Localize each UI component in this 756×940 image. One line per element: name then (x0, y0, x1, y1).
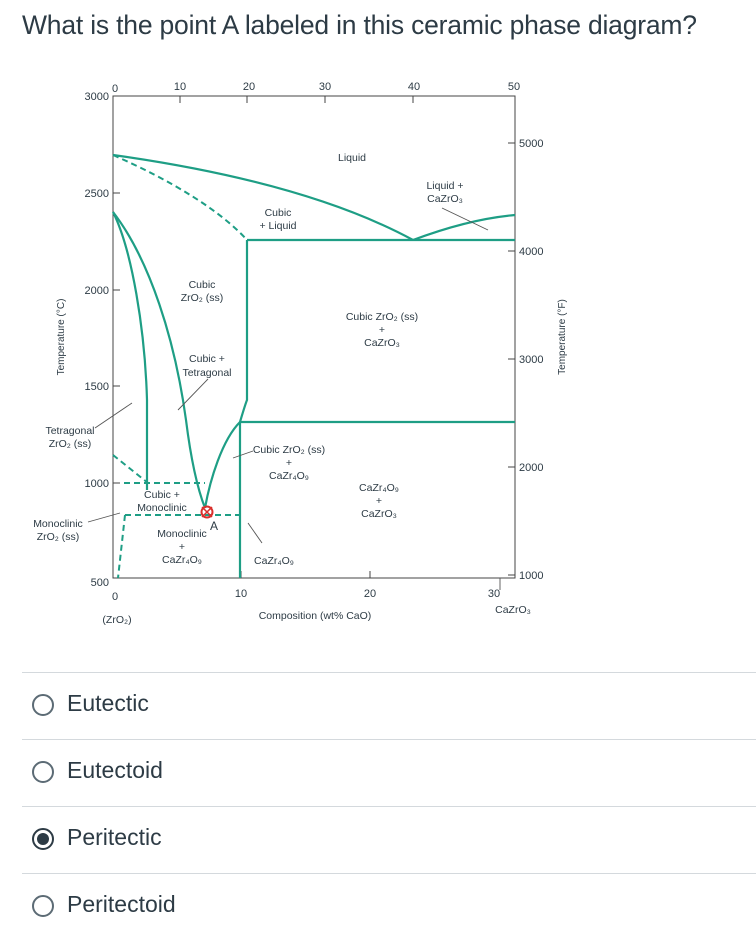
radio-button[interactable] (32, 761, 54, 783)
top-tick-label: 30 (319, 81, 331, 93)
leader-arrows (87, 207, 501, 590)
right-tick-label: 1000 (519, 570, 543, 582)
region-monoclinic-cazr4o9-line2: + (179, 541, 185, 553)
region-cubic-cazr4o9-line1: Cubic ZrO₂ (ss) (253, 444, 325, 456)
dashed-monoclinic (117, 514, 126, 579)
region-cazr4o9-cazro3-line1: CaZr₄O₉ (359, 482, 399, 494)
cazro3-end-label: CaZrO₃ (495, 604, 531, 616)
left-tick-label: 3000 (85, 91, 109, 103)
tetragonal-boundary (112, 211, 149, 490)
left-axis-title: Temperature (°C) (56, 299, 67, 376)
option-peritectic[interactable]: Peritectic (22, 806, 756, 873)
left-tick-label: 2000 (85, 285, 109, 297)
region-cubic-tetragonal-line1: Cubic + (189, 353, 225, 365)
radio-button-selected[interactable] (32, 828, 54, 850)
option-eutectoid[interactable]: Eutectoid (22, 739, 756, 806)
bottom-tick-label: 30 (488, 588, 500, 600)
cubic-boundary-right (203, 421, 241, 509)
option-eutectic[interactable]: Eutectic (22, 672, 756, 739)
top-axis-labels: 0 10 20 30 40 50 (112, 81, 520, 95)
liquidus-left (112, 153, 414, 241)
bottom-axis-labels: 0 10 20 30 (112, 588, 500, 603)
region-cubic-monoclinic-line2: Monoclinic (137, 502, 187, 514)
region-monoclinic-cazr4o9-line1: Monoclinic (157, 528, 207, 540)
left-tick-label: 500 (91, 577, 109, 589)
phase-diagram: A 3000 2500 2000 1500 1000 500 5000 4000… (28, 72, 588, 632)
question-text: What is the point A labeled in this cera… (22, 10, 697, 40)
radio-button[interactable] (32, 895, 54, 917)
top-tick-label: 20 (243, 81, 255, 93)
option-peritectoid[interactable]: Peritectoid (22, 873, 756, 940)
region-tetragonal-line1: Tetragonal (45, 425, 94, 437)
radio-selected-dot (37, 833, 49, 845)
region-cazr4o9-cazro3-line3: CaZrO₃ (361, 508, 397, 520)
zro2-end-label: (ZrO₂) (102, 614, 131, 626)
phase-diagram-svg: A 3000 2500 2000 1500 1000 500 5000 4000… (33, 81, 568, 626)
right-axis-labels: 5000 4000 3000 2000 1000 (519, 138, 543, 582)
dashed-tetragonal (112, 454, 149, 484)
bottom-tick-label: 20 (364, 588, 376, 600)
top-tick-label: 0 (112, 83, 118, 95)
radio-button[interactable] (32, 694, 54, 716)
left-tick-label: 1000 (85, 478, 109, 490)
bottom-tick-label: 10 (235, 588, 247, 600)
option-label: Peritectic (67, 824, 162, 850)
region-cubic-cazro3-line2: + (379, 324, 385, 336)
right-tick-label: 2000 (519, 462, 543, 474)
option-label: Peritectoid (67, 891, 176, 917)
top-tick-label: 10 (174, 81, 186, 93)
cubic-solvus (238, 240, 249, 423)
liquidus-right (412, 213, 516, 242)
left-tick-label: 1500 (85, 381, 109, 393)
region-liquid-cazro3-line1: Liquid + (426, 180, 463, 192)
region-cazr4o9: CaZr₄O₉ (254, 555, 294, 567)
left-tick-marks (113, 95, 515, 578)
top-tick-label: 40 (408, 81, 420, 93)
point-a-marker (200, 505, 214, 519)
left-tick-label: 2500 (85, 188, 109, 200)
right-tick-label: 5000 (519, 138, 543, 150)
bottom-tick-label: 0 (112, 591, 118, 603)
right-axis-title: Temperature (°F) (557, 299, 568, 375)
region-cubic-ss-line2: ZrO₂ (ss) (181, 292, 224, 304)
region-cubic-liquid-line1: Cubic (265, 207, 292, 219)
region-tetragonal-line2: ZrO₂ (ss) (49, 438, 92, 450)
region-monoclinic-cazr4o9-line3: CaZr₄O₉ (162, 554, 202, 566)
region-labels: Liquid Liquid + CaZrO₃ Cubic + Liquid Cu… (33, 152, 463, 567)
region-cubic-ss-line1: Cubic (189, 279, 216, 291)
region-cubic-cazr4o9-line2: + (286, 457, 292, 469)
option-label: Eutectic (67, 690, 149, 716)
dashed-solidus (112, 154, 248, 241)
region-monoclinic-line1: Monoclinic (33, 518, 83, 530)
region-monoclinic-line2: ZrO₂ (ss) (37, 531, 80, 543)
point-a-cross-2 (201, 506, 213, 518)
dashed-boundaries (112, 154, 248, 579)
region-cazr4o9-cazro3-line2: + (376, 495, 382, 507)
right-tick-label: 3000 (519, 354, 543, 366)
left-axis-labels: 3000 2500 2000 1500 1000 500 (85, 91, 109, 589)
point-a-label: A (210, 519, 218, 533)
region-cubic-liquid-line2: + Liquid (259, 220, 296, 232)
plot-frame (112, 95, 516, 579)
x-axis-title: Composition (wt% CaO) (259, 610, 372, 622)
right-tick-label: 4000 (519, 246, 543, 258)
cubic-boundary-left (112, 211, 207, 509)
phase-boundaries (112, 153, 516, 578)
option-label: Eutectoid (67, 757, 163, 783)
region-cubic-tetragonal-line2: Tetragonal (182, 367, 231, 379)
region-cubic-cazro3-line3: CaZrO₃ (364, 337, 400, 349)
answer-options: Eutectic Eutectoid Peritectic Peritectoi… (22, 672, 756, 940)
region-cubic-monoclinic-line1: Cubic + (144, 489, 180, 501)
region-cubic-cazro3-line1: Cubic ZrO₂ (ss) (346, 311, 418, 323)
region-cubic-cazr4o9-line3: CaZr₄O₉ (269, 470, 309, 482)
region-liquid: Liquid (338, 152, 366, 164)
top-tick-label: 50 (508, 81, 520, 93)
region-liquid-cazro3-line2: CaZrO₃ (427, 193, 463, 205)
